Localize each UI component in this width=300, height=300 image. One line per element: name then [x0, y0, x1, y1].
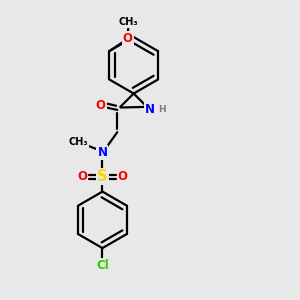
- Text: CH₃: CH₃: [119, 17, 138, 27]
- Text: N: N: [98, 146, 107, 159]
- Text: H: H: [158, 105, 166, 114]
- Text: Cl: Cl: [96, 260, 109, 272]
- Text: O: O: [118, 170, 128, 183]
- Text: O: O: [96, 99, 106, 112]
- Text: CH₃: CH₃: [69, 137, 88, 147]
- Text: S: S: [97, 169, 108, 184]
- Text: N: N: [145, 103, 155, 116]
- Text: O: O: [123, 32, 133, 45]
- Text: O: O: [77, 170, 87, 183]
